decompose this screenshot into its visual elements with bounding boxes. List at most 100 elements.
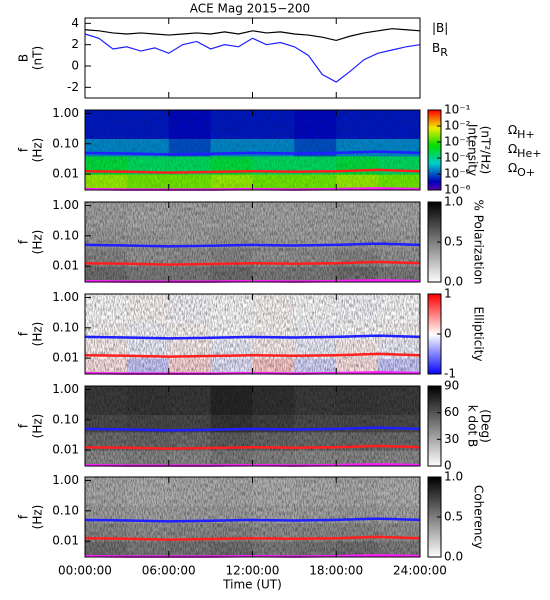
colorbar-step <box>428 134 441 137</box>
colorbar-step <box>428 444 441 447</box>
colorbar-step <box>428 342 441 345</box>
legend-label: ΩH+ <box>508 123 535 142</box>
colorbar-step <box>428 434 441 437</box>
colorbar-step <box>428 460 441 463</box>
colorbar-step <box>428 513 441 516</box>
frequency-line <box>84 352 421 358</box>
colorbar-step <box>428 533 441 536</box>
colorbar-step <box>428 178 441 181</box>
colorbar-step <box>428 174 441 177</box>
colorbar-step <box>428 208 441 211</box>
colorbar-step <box>428 448 441 451</box>
colorbar-tick-label: 10⁻⁴ <box>444 151 471 165</box>
colorbar-step <box>428 386 441 389</box>
y-tick-label: 1.00 <box>52 382 79 396</box>
colorbar-step <box>428 278 441 281</box>
y-axis-label: f <box>17 514 31 519</box>
colorbar-label: % Polarization <box>472 200 486 285</box>
colorbar-frame <box>427 385 442 467</box>
frequency-line <box>84 168 421 174</box>
colorbar-step <box>428 418 441 421</box>
colorbar-step <box>428 236 441 239</box>
y-tick-label: 0.10 <box>52 412 79 426</box>
colorbar-step <box>428 250 441 253</box>
colorbar-step <box>428 535 441 538</box>
colorbar-step <box>428 360 441 363</box>
colorbar-frame <box>427 109 442 191</box>
colorbar-label: Ellipticity <box>472 307 486 362</box>
x-tick-label: 24:00:00 <box>393 564 447 578</box>
colorbar-step <box>428 438 441 441</box>
colorbar-step <box>428 170 441 173</box>
colorbar-step <box>428 310 441 313</box>
colorbar-step <box>428 124 441 127</box>
colorbar-step <box>428 234 441 237</box>
y-axis-label: f <box>17 239 31 244</box>
label-sub: O+ <box>517 166 535 179</box>
colorbar-step <box>428 477 441 480</box>
colorbar-label: Intensity <box>466 124 480 176</box>
colorbar-label: Coherency <box>472 485 486 549</box>
x-tick-label: 18:00:00 <box>309 564 363 578</box>
colorbar-step <box>428 354 441 357</box>
colorbar-step <box>428 280 441 283</box>
colorbar-step <box>428 172 441 175</box>
colorbar-step <box>428 529 441 532</box>
colorbar-step <box>428 150 441 153</box>
texture <box>85 294 420 374</box>
y-tick-label: 2 <box>71 37 79 51</box>
colorbar-step <box>428 146 441 149</box>
colorbar-step <box>428 481 441 484</box>
colorbar-step <box>428 366 441 369</box>
colorbar-step <box>428 531 441 534</box>
colorbar-step <box>428 344 441 347</box>
colorbar-step <box>428 218 441 221</box>
y-tick-label: 1.00 <box>52 473 79 487</box>
colorbar-step <box>428 523 441 526</box>
colorbar-step <box>428 511 441 514</box>
series-line <box>84 33 421 83</box>
colorbar-tick-label: 1.0 <box>444 195 463 209</box>
colorbar-step <box>428 326 441 329</box>
colorbar-step <box>428 242 441 245</box>
colorbar-step <box>428 412 441 415</box>
colorbar-step <box>428 312 441 315</box>
y-tick-label: 0.10 <box>52 320 79 334</box>
colorbar-tick-label: 1 <box>444 287 452 301</box>
colorbar-step <box>428 226 441 229</box>
colorbar-step <box>428 346 441 349</box>
colorbar-step <box>428 322 441 325</box>
colorbar-step <box>428 555 441 558</box>
label-sub: H+ <box>517 128 535 141</box>
colorbar-step <box>428 264 441 267</box>
colorbar-step <box>428 118 441 121</box>
colorbar-step <box>428 318 441 321</box>
colorbar-step <box>428 300 441 303</box>
y-tick-label: 0.01 <box>52 259 79 273</box>
colorbar-step <box>428 214 441 217</box>
colorbar-step <box>428 186 441 189</box>
colorbar-step <box>428 479 441 482</box>
colorbar-step <box>428 122 441 125</box>
colorbar-step <box>428 549 441 552</box>
colorbar-step <box>428 521 441 524</box>
legend-label: ΩHe+ <box>508 142 541 161</box>
colorbar-step <box>428 270 441 273</box>
colorbar-step <box>428 260 441 263</box>
colorbar-step <box>428 258 441 261</box>
colorbar-tick-label: -1 <box>444 367 456 381</box>
colorbar-step <box>428 158 441 161</box>
colorbar-step <box>428 328 441 331</box>
colorbar-step <box>428 432 441 435</box>
y-axis-label: (Hz) <box>31 322 45 347</box>
colorbar-step <box>428 499 441 502</box>
colorbar-step <box>428 408 441 411</box>
frequency-line <box>84 426 421 432</box>
colorbar-tick-label: 0.0 <box>444 550 463 564</box>
y-tick-label: -2 <box>67 80 79 94</box>
colorbar-step <box>428 274 441 277</box>
colorbar-step <box>428 372 441 375</box>
colorbar-step <box>428 493 441 496</box>
colorbar-step <box>428 130 441 133</box>
